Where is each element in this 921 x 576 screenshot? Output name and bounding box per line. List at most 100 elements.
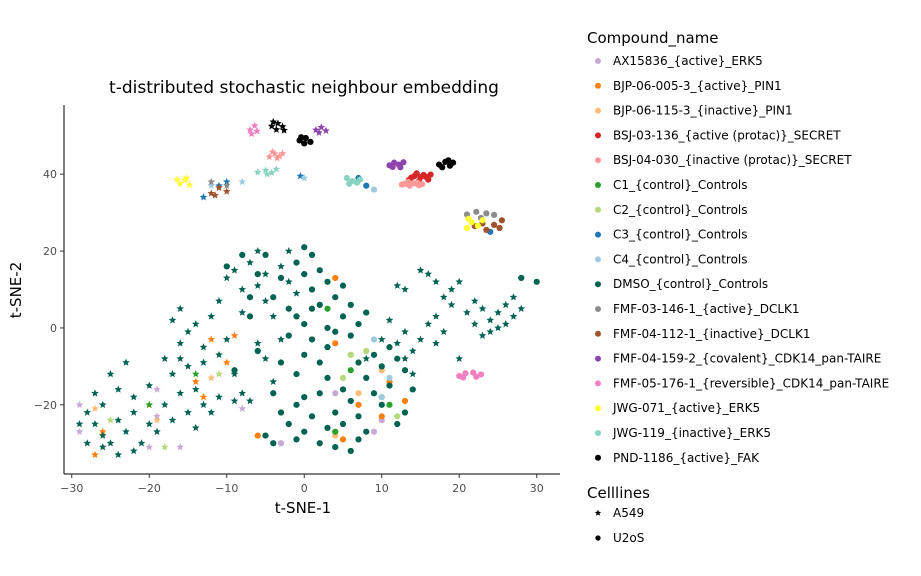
data-point [269,312,278,320]
data-point [393,339,402,347]
data-point [176,304,185,312]
data-point [129,408,138,416]
data-point [265,152,274,161]
data-point [324,424,331,431]
legend-label: C2_{control}_Controls [613,203,748,217]
data-point [176,339,185,347]
x-tick-label: −10 [215,482,238,495]
y-tick-label: 0 [50,322,57,335]
data-point [253,247,262,255]
data-point [207,408,216,416]
data-point [370,351,378,358]
data-point [483,210,490,217]
legend-swatch [595,231,601,238]
data-point [332,294,339,301]
data-point [254,271,261,278]
data-point [470,297,479,305]
data-point [356,176,364,183]
data-point [168,370,177,378]
legend-label: C1_{control}_Controls [613,178,748,192]
data-point [269,377,278,385]
series-11 [207,183,505,234]
data-point [422,173,430,180]
legend-item: BJP-06-115-3_{inactive}_PIN1 [595,104,793,118]
data-point [496,224,503,232]
data-point [173,175,181,183]
legend-item: DMSO_{control}_Controls [595,277,768,291]
legend-item: C1_{control}_Controls [595,178,748,192]
x-axis-label: t-SNE-1 [275,499,331,517]
data-point [307,138,314,146]
data-point [176,179,185,188]
data-point [439,327,448,336]
data-point [416,335,425,343]
data-point [518,274,525,282]
data-point [293,436,300,443]
data-point [394,413,401,420]
legend-label: JWG-119_{inactive}_ERK5 [612,426,771,440]
data-point [308,251,316,259]
data-point [263,170,271,178]
legend-item: BJP-06-005-3_{active}_PIN1 [595,79,782,93]
data-point [301,428,308,435]
series-8 [207,174,393,401]
data-point [355,401,362,408]
data-point [347,367,354,374]
data-point [394,355,401,362]
data-point [182,174,191,182]
legend-item: PND-1186_{active}_FAK [595,451,760,465]
data-point [397,164,404,171]
legend-item: JWG-119_{inactive}_ERK5 [595,426,771,440]
data-point [270,390,277,397]
legend-swatch [595,306,601,312]
data-point [285,305,292,312]
data-point [339,282,347,289]
data-point [222,358,231,366]
data-point [301,271,308,278]
legend-item: JWG-071_{active}_ERK5 [595,401,760,415]
data-point [301,140,308,147]
data-point [478,304,487,312]
data-point [424,270,433,278]
data-point [145,381,154,389]
data-point [339,420,347,428]
legend-swatch [595,256,601,263]
data-point [262,432,269,439]
data-point [339,313,347,320]
data-point [401,327,409,336]
data-point [343,174,350,182]
data-point [401,367,409,374]
data-point [277,274,285,282]
legend-swatch [595,355,601,362]
data-point [272,125,281,133]
data-point [377,335,386,343]
data-point [408,347,417,355]
data-point [98,427,107,435]
data-point [432,312,440,320]
data-point [332,443,339,451]
data-point [191,377,200,385]
data-point [413,170,420,177]
legend-item: C2_{control}_Controls [595,203,748,217]
data-point [316,301,323,308]
data-point [339,374,347,382]
data-point [191,370,200,378]
data-point [324,344,331,351]
data-point [284,247,293,255]
data-point [401,409,409,416]
series-1 [91,274,409,459]
data-point [332,340,339,347]
data-point [246,313,254,320]
data-point [363,428,370,435]
data-point [239,251,246,259]
data-point [284,277,293,286]
series-16 [267,117,457,171]
data-point [184,362,192,370]
legend-swatch [595,380,601,387]
data-point [455,354,464,362]
data-point [339,386,347,393]
legend-label: AX15836_{active}_ERK5 [613,54,763,68]
data-point [370,336,378,343]
data-point [261,297,270,305]
